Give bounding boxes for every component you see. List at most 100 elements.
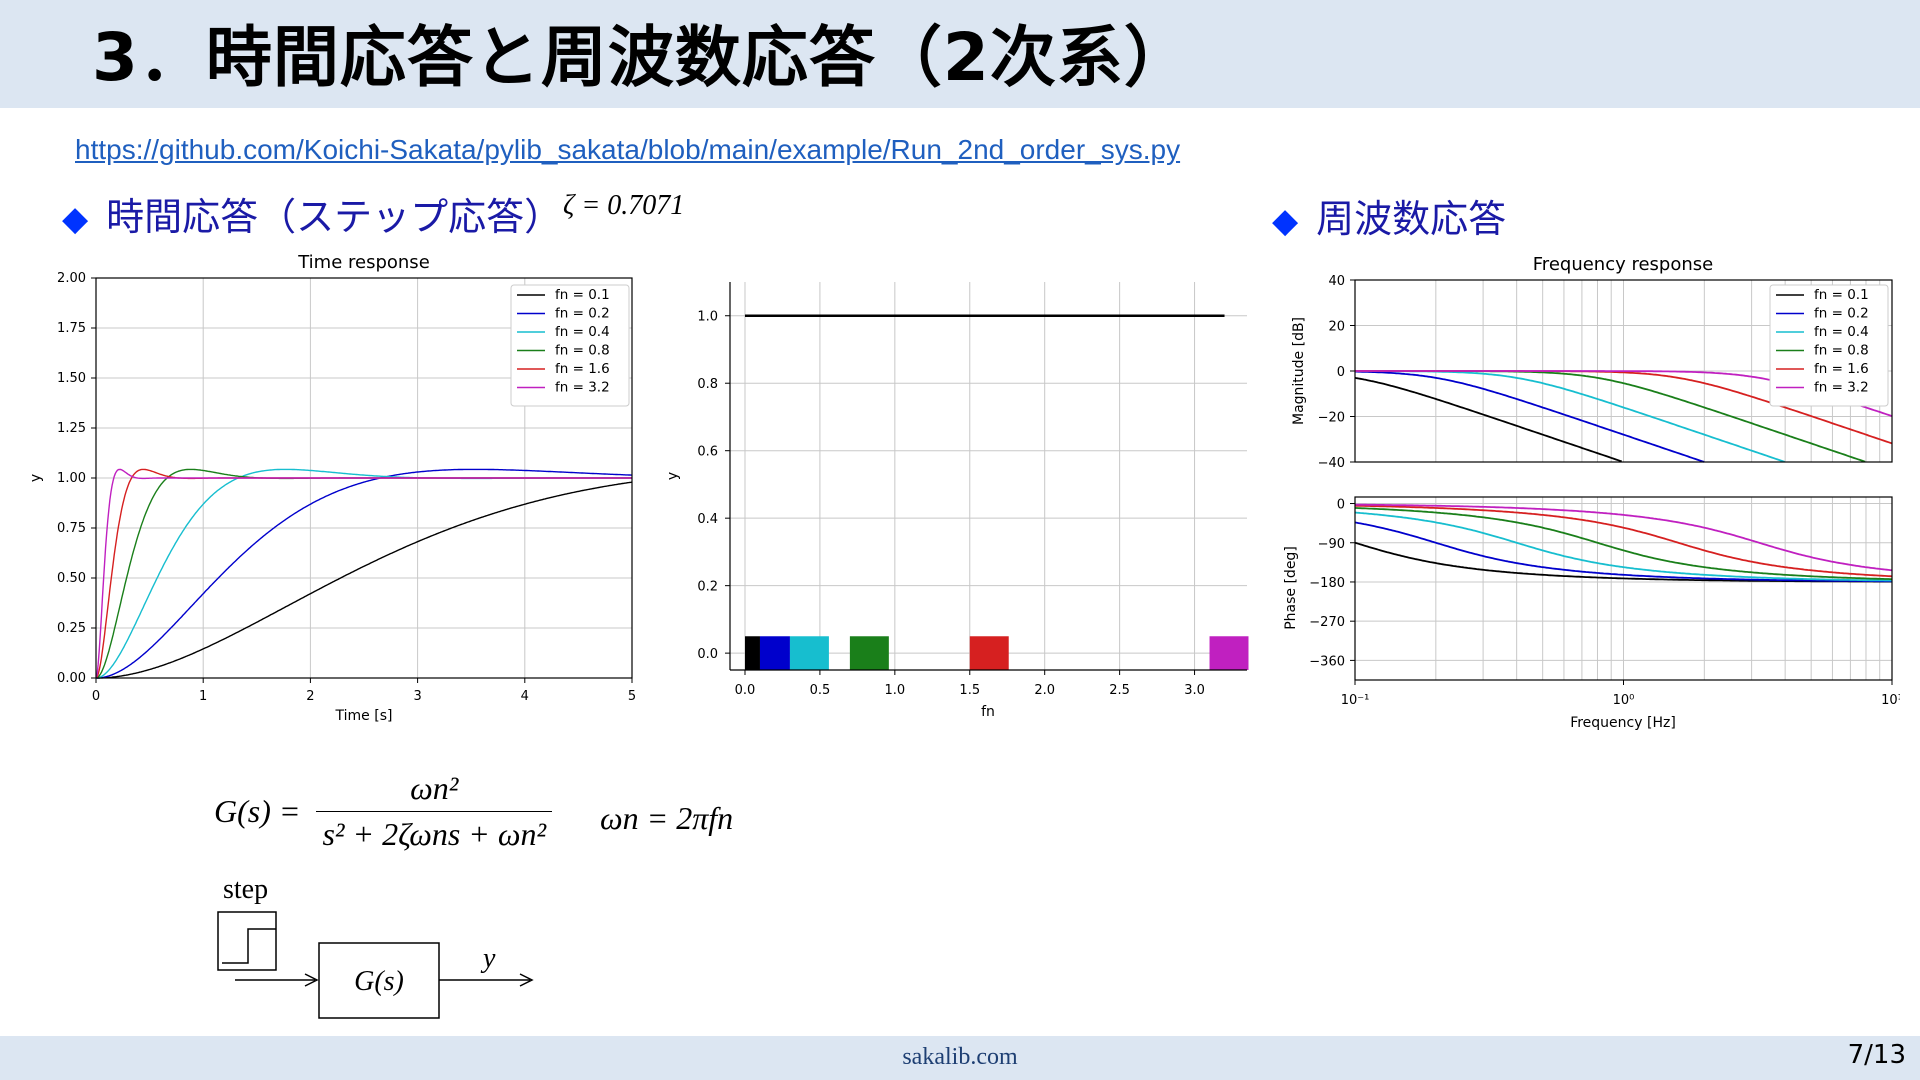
legend-label: fn = 0.1	[1814, 287, 1869, 303]
time-x-label: Time [s]	[335, 708, 393, 724]
heading-time-label: 時間応答（ステップ応答）	[106, 195, 563, 239]
step-input-label: step	[223, 874, 268, 905]
bar-tick-label-x: 1.0	[884, 683, 905, 698]
phase-series-line	[1355, 507, 1892, 581]
phase-tick-label-y: −180	[1309, 576, 1345, 591]
bar-tick-label-y: 0.6	[697, 445, 718, 460]
mag-tick-label-y: 40	[1328, 274, 1345, 289]
time-tick-label-x: 4	[521, 689, 529, 704]
time-tick-label-x: 5	[628, 689, 636, 704]
diamond-bullet-icon: ◆	[1272, 201, 1299, 241]
time-tick-label-y: 1.00	[57, 471, 86, 486]
time-series-line	[95, 468, 632, 679]
phase-series-line	[1354, 503, 1893, 572]
zeta-label: ζ = 0.7071	[563, 190, 685, 221]
phase-series-line	[1354, 504, 1893, 578]
source-link[interactable]: https://github.com/Koichi-Sakata/pylib_s…	[75, 134, 1181, 165]
phase-tick-label-y: −90	[1318, 537, 1345, 552]
freq-tick-label-x: 10⁻¹	[1341, 693, 1370, 708]
time-y-label: y	[28, 474, 44, 482]
legend-label: fn = 3.2	[1814, 380, 1869, 396]
fn-bar	[759, 636, 790, 670]
time-tick-label-y: 0.25	[57, 621, 86, 636]
time-tick-label-y: 1.25	[57, 421, 86, 436]
bar-x-label: fn	[981, 704, 995, 720]
bar-tick-label-x: 0.5	[810, 683, 831, 698]
fn-bar	[744, 636, 760, 670]
legend-label: fn = 1.6	[555, 361, 610, 377]
fn-bar	[849, 636, 889, 670]
legend-label: fn = 1.6	[1814, 361, 1869, 377]
legend-box	[510, 284, 630, 407]
transfer-function-formula: G(s) = ωn² s² + 2ζωns + ωn²	[214, 770, 553, 853]
bar-tick-label-y: 0.0	[697, 647, 718, 662]
title-bar	[0, 0, 1920, 108]
output-arrow-head-icon	[519, 973, 534, 987]
time-series-line	[96, 468, 632, 679]
legend-label: fn = 0.8	[555, 343, 610, 359]
slide-title: 3．時間応答と周波数応答（2次系）	[92, 19, 1191, 96]
legend-label: fn = 0.4	[555, 324, 610, 340]
mag-tick-label-y: 0	[1337, 365, 1345, 380]
time-tick-label-y: 0.50	[57, 571, 86, 586]
omega-formula: ωn = 2πfn	[600, 800, 734, 836]
bar-y-label: y	[665, 472, 681, 480]
phase-y-label: Phase [deg]	[1283, 546, 1299, 630]
diamond-bullet-icon: ◆	[62, 199, 89, 239]
phase-tick-label-y: −360	[1309, 654, 1345, 669]
mag-tick-label-y: 20	[1328, 320, 1345, 335]
phase-plot-frame	[1354, 496, 1893, 681]
magnitude-series-line	[1355, 370, 1705, 463]
step-symbol-box	[217, 911, 277, 971]
bar-tick-label-y: 0.4	[697, 512, 718, 527]
mag-tick-label-y: −20	[1318, 411, 1345, 426]
time-series-line	[95, 468, 632, 679]
freq-chart-title: Frequency response	[1533, 254, 1713, 275]
time-series-line	[95, 468, 632, 679]
tf-fraction: ωn² s² + 2ζωns + ωn²	[316, 770, 553, 853]
footer-site: sakalib.com	[902, 1044, 1018, 1070]
time-tick-label-x: 3	[413, 689, 421, 704]
page-number: 7/13	[1847, 1040, 1906, 1070]
freq-legend: fn = 0.1 fn = 0.2 fn = 0.4 fn = 0.8 fn = 1.6…	[1769, 284, 1889, 407]
fn-bar	[789, 636, 829, 670]
freq-tick-label-x: 10⁰	[1613, 693, 1635, 708]
footer-bar	[0, 1036, 1920, 1080]
heading-frequency-response: ◆ 周波数応答	[1272, 188, 1506, 243]
time-response-chart: 0 1 2 3 4 5 0.00 0.25 0.50 0.75 1.00 1.25 1.50 1.75 2.…	[28, 252, 636, 724]
plant-block-label: G(s)	[354, 966, 404, 997]
phase-series-line	[1354, 511, 1893, 582]
legend-box	[1769, 284, 1889, 407]
phase-tick-label-y: −270	[1309, 615, 1345, 630]
time-plot-frame	[95, 277, 633, 679]
tf-lhs: G(s) =	[214, 793, 301, 829]
heading-time-response: ◆ 時間応答（ステップ応答）	[62, 186, 562, 241]
magnitude-y-label: Magnitude [dB]	[1291, 317, 1307, 425]
time-tick-label-y: 0.00	[57, 671, 86, 686]
legend-label: fn = 0.2	[1814, 306, 1869, 322]
block-diagram: step G(s) y	[217, 874, 534, 1019]
legend-label: fn = 0.1	[555, 287, 610, 303]
tf-numerator: ωn²	[316, 770, 553, 812]
legend-label: fn = 0.4	[1814, 324, 1869, 340]
heading-freq-label: 周波数応答	[1316, 197, 1507, 241]
bar-tick-label-x: 2.0	[1034, 683, 1055, 698]
bar-tick-label-y: 0.8	[697, 377, 718, 392]
phase-tick-label-y: 0	[1337, 498, 1345, 513]
bar-tick-label-x: 0.0	[735, 683, 756, 698]
magnitude-plot-frame	[1354, 279, 1893, 463]
tf-denominator: s² + 2ζωns + ωn²	[322, 816, 547, 852]
time-tick-label-y: 1.50	[57, 371, 86, 386]
time-tick-label-x: 2	[306, 689, 314, 704]
time-tick-label-y: 2.00	[57, 271, 86, 286]
bar-tick-label-x: 1.5	[959, 683, 980, 698]
time-series-line	[96, 481, 633, 679]
time-legend: fn = 0.1 fn = 0.2 fn = 0.4 fn = 0.8 fn = 1.6…	[510, 284, 630, 407]
bar-tick-label-y: 0.2	[697, 580, 718, 595]
time-tick-label-x: 1	[199, 689, 207, 704]
bar-tick-label-x: 2.5	[1109, 683, 1130, 698]
output-label: y	[480, 943, 496, 974]
time-tick-label-x: 0	[92, 689, 100, 704]
legend-label: fn = 0.2	[555, 306, 610, 322]
phase-series-line	[1354, 521, 1893, 583]
